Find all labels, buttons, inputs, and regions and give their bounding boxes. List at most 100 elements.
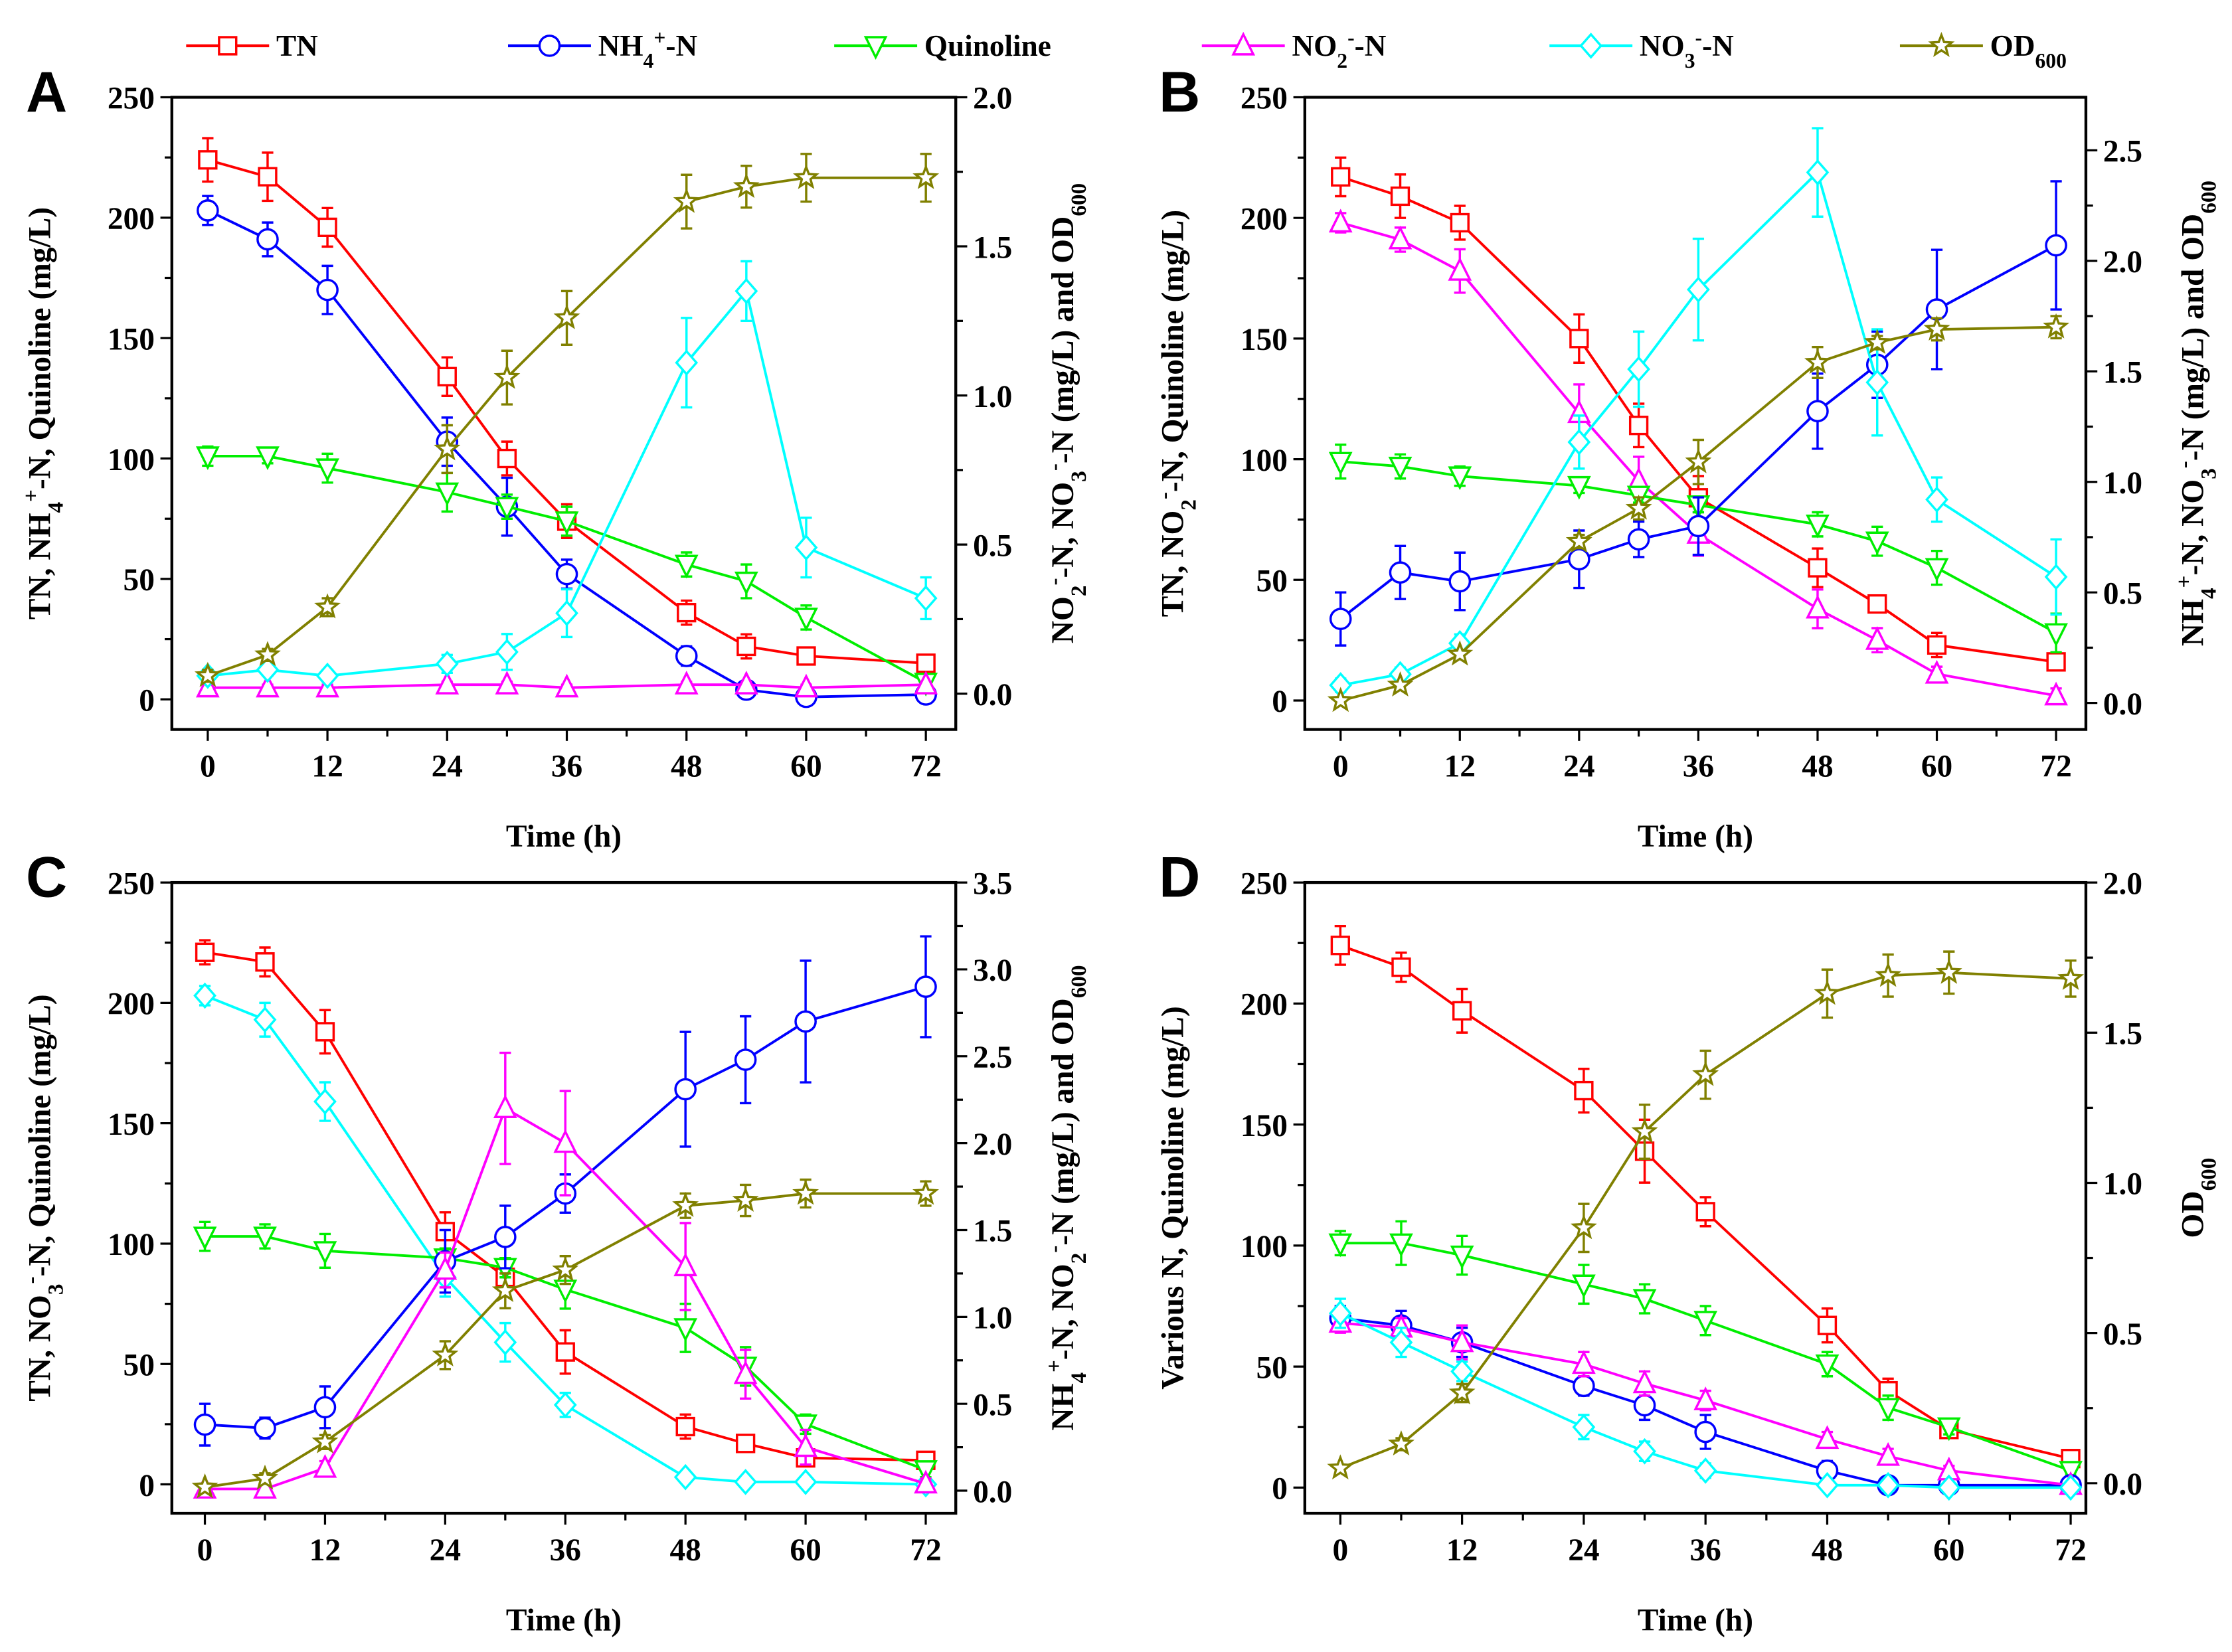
y-right-axis-title-part: 4: [1066, 1372, 1090, 1384]
y-left-axis-title-part: TN, NO: [23, 1295, 58, 1402]
data-point: [254, 641, 281, 667]
y-right-axis-title-part: 600: [2196, 1158, 2221, 1191]
y-right-axis-title: NH4+-N, NO3--N (mg/L) and OD600: [2172, 181, 2221, 646]
data-point: [1806, 515, 1830, 538]
y-left-axis-title: TN, NH4+-N, Quinoline (mg/L): [19, 207, 68, 620]
data-point: [1865, 531, 1889, 556]
x-tick-label: 24: [430, 1533, 461, 1568]
data-point: [1937, 1474, 1961, 1501]
data-point: [193, 1413, 216, 1436]
x-tick-label: 24: [432, 750, 463, 784]
data-point: [1331, 167, 1351, 187]
x-tick-label: 36: [1690, 1533, 1721, 1568]
data-point: [2045, 234, 2067, 257]
y-right-tick-label: 1.0: [973, 380, 1012, 414]
data-point: [1448, 257, 1472, 281]
data-point: [1692, 1060, 1719, 1086]
data-point: [1330, 936, 1350, 955]
plot-frame: [1303, 96, 2088, 731]
data-point: [2059, 1474, 2083, 1501]
x-tick-label: 12: [311, 750, 343, 784]
y-right-axis-title-part: 600: [2196, 181, 2221, 214]
data-point: [254, 1417, 276, 1440]
data-point: [494, 1226, 517, 1248]
y-right-axis-title-part: +: [2172, 576, 2196, 588]
data-point: [2044, 564, 2068, 590]
series-tn: [1330, 924, 2081, 1469]
data-point: [794, 1469, 817, 1495]
x-tick-label: 72: [2055, 1533, 2086, 1568]
legend-marker-star-icon: [1928, 31, 1955, 57]
data-point: [673, 1463, 697, 1491]
data-point: [1567, 428, 1591, 455]
data-point: [912, 163, 940, 189]
series-line: [1340, 169, 2057, 687]
data-point: [1808, 558, 1828, 578]
data-point: [1450, 1245, 1474, 1270]
data-point: [1815, 1354, 1840, 1378]
y-left-tick-label: 50: [1256, 564, 1288, 599]
legend-marker-circle-icon: [538, 35, 561, 57]
x-tick-label: 60: [790, 750, 821, 784]
series-line: [1339, 1312, 2071, 1489]
y-right-axis-title-part: 4: [2196, 588, 2221, 599]
data-point: [792, 1179, 819, 1205]
data-point: [733, 1360, 758, 1384]
data-point: [1815, 1425, 1840, 1449]
legend-label-part: TN: [276, 29, 318, 62]
series-quinoline: [1328, 444, 2068, 654]
data-point: [794, 1010, 817, 1033]
y-right-axis-title: NO2--N, NO3--N (mg/L) and OD600: [1041, 183, 1090, 643]
data-point: [1389, 1233, 1413, 1258]
y-right-axis-title-part: NO: [1046, 596, 1080, 643]
y-left-tick-label: 200: [1241, 988, 1288, 1023]
y-right-tick-label: 1.0: [2103, 1167, 2142, 1202]
series-line: [205, 1235, 926, 1471]
series-line: [1339, 944, 2071, 1460]
data-point: [1695, 1202, 1715, 1222]
panel-letter: D: [1159, 846, 1200, 910]
y-left-axis-title-part: -N, Quinoline (mg/L): [23, 994, 58, 1276]
y-right-axis-title-part: 3: [2196, 468, 2221, 479]
x-axis-title: Time (h): [1638, 819, 1753, 854]
data-point: [794, 673, 818, 698]
legend-label-part: NO: [1640, 29, 1685, 62]
y-left-tick-label: 250: [1241, 867, 1288, 901]
y-right-tick-label: 2.5: [2103, 135, 2142, 169]
data-point: [2057, 964, 2085, 990]
data-point: [1935, 958, 1962, 984]
data-point: [732, 1187, 759, 1212]
data-point: [734, 278, 758, 305]
data-point: [1867, 594, 1887, 614]
data-point: [1876, 1398, 1901, 1422]
data-point: [437, 367, 457, 386]
data-point: [796, 646, 816, 666]
data-point: [1389, 561, 1412, 584]
legend-item-no2: NO2--N: [1201, 26, 1387, 72]
data-point: [1573, 1374, 1595, 1398]
data-point: [1448, 570, 1472, 593]
series-line: [1340, 175, 2057, 663]
data-point: [1927, 635, 1947, 655]
y-right-axis-title-part: +: [1041, 1360, 1066, 1372]
data-point: [1806, 400, 1829, 423]
data-point: [555, 511, 579, 535]
legend-label: Quinoline: [924, 29, 1051, 62]
x-tick-label: 36: [550, 1533, 581, 1568]
y-left-tick-label: 150: [108, 322, 155, 357]
y-left-axis-title: TN, NO2--N, Quinoline (mg/L): [1152, 210, 1201, 617]
data-point: [794, 534, 818, 561]
data-point: [1388, 456, 1413, 481]
y-right-tick-label: 3.0: [973, 953, 1012, 988]
y-right-tick-label: 1.5: [973, 1214, 1012, 1249]
data-point: [1685, 448, 1712, 473]
data-point: [2044, 623, 2068, 647]
data-point: [1814, 979, 1841, 1005]
data-point: [194, 661, 221, 687]
data-point: [255, 952, 275, 972]
y-right-axis-title-part: -: [2172, 461, 2196, 468]
data-point: [674, 671, 699, 695]
